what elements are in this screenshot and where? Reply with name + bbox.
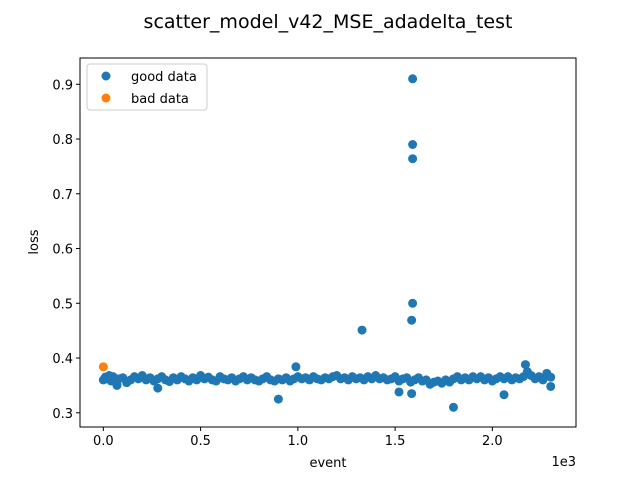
point-bad-data xyxy=(98,362,108,372)
chart-title: scatter_model_v42_MSE_adadelta_test xyxy=(144,11,513,33)
point-good-data xyxy=(273,394,283,404)
x-tick-label: 1.0 xyxy=(288,434,309,449)
point-good-data xyxy=(291,362,301,372)
y-tick-label: 0.8 xyxy=(52,133,73,148)
y-tick-label: 0.3 xyxy=(52,407,73,422)
x-tick-label: 2.0 xyxy=(482,434,503,449)
point-good-data xyxy=(408,154,418,164)
point-good-data xyxy=(408,298,418,308)
y-tick-label: 0.5 xyxy=(52,297,73,312)
point-good-data xyxy=(153,383,163,393)
point-good-data xyxy=(407,389,417,399)
point-good-data xyxy=(394,387,404,397)
plot-frame xyxy=(79,57,577,428)
x-tick-label: 1.5 xyxy=(385,434,406,449)
point-good-data xyxy=(448,402,458,412)
legend-label-good-data: good data xyxy=(131,70,197,85)
point-good-data xyxy=(520,360,530,370)
y-axis-label: loss xyxy=(27,229,42,254)
point-good-data xyxy=(538,375,548,385)
y-axis-ticks: 0.3 0.4 0.5 0.6 0.7 0.8 0.9 xyxy=(52,78,80,422)
legend-marker-good-data xyxy=(101,71,111,81)
y-tick-label: 0.7 xyxy=(52,188,73,203)
point-good-data xyxy=(408,140,418,149)
x-tick-label: 0.0 xyxy=(93,434,114,449)
point-good-data xyxy=(499,390,509,400)
data-points xyxy=(98,74,556,412)
point-good-data xyxy=(546,381,556,391)
legend: good data bad data xyxy=(86,63,208,111)
point-good-data xyxy=(112,380,122,390)
point-good-data xyxy=(408,74,418,84)
y-tick-label: 0.4 xyxy=(52,352,73,367)
legend-marker-bad-data xyxy=(101,93,111,103)
x-axis-offset-label: 1e3 xyxy=(551,455,576,470)
y-tick-label: 0.6 xyxy=(52,243,73,258)
legend-box xyxy=(86,63,208,111)
x-axis-label: event xyxy=(309,456,346,471)
legend-label-bad-data: bad data xyxy=(131,92,189,107)
point-good-data xyxy=(546,372,556,382)
point-good-data xyxy=(407,315,417,325)
point-good-data xyxy=(357,325,367,335)
x-axis-ticks: 0.0 0.5 1.0 1.5 2.0 xyxy=(93,427,503,449)
y-tick-label: 0.9 xyxy=(52,78,73,93)
x-tick-label: 0.5 xyxy=(190,434,211,449)
